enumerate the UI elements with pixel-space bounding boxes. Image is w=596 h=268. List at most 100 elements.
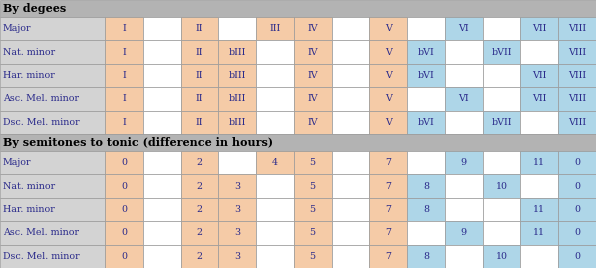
Bar (143, 174, 181, 198)
Text: 0: 0 (121, 182, 127, 191)
Text: 5: 5 (310, 252, 316, 261)
Bar (520, 221, 558, 245)
Text: Har. minor: Har. minor (3, 205, 55, 214)
Text: IV: IV (308, 94, 318, 103)
Text: IV: IV (308, 71, 318, 80)
Bar (558, 221, 596, 245)
Bar (256, 245, 294, 268)
Text: 11: 11 (533, 228, 545, 237)
Bar (370, 221, 407, 245)
Bar (181, 111, 218, 134)
Text: 2: 2 (197, 252, 203, 261)
Bar (181, 87, 218, 111)
Bar (331, 17, 370, 40)
Bar (558, 151, 596, 174)
Bar (181, 40, 218, 64)
Text: IV: IV (308, 48, 318, 57)
Bar (0, 198, 105, 221)
Text: bVI: bVI (418, 71, 434, 80)
Bar (483, 245, 520, 268)
Text: 10: 10 (496, 252, 508, 261)
Bar (0, 151, 105, 174)
Text: V: V (385, 94, 392, 103)
Bar (483, 221, 520, 245)
Bar (294, 245, 331, 268)
Bar (143, 40, 181, 64)
Bar (407, 221, 445, 245)
Bar (520, 17, 558, 40)
Text: I: I (122, 118, 126, 127)
Text: 2: 2 (197, 205, 203, 214)
Bar (558, 198, 596, 221)
Bar (445, 40, 483, 64)
Text: 7: 7 (385, 205, 391, 214)
Bar (0, 40, 105, 64)
Bar (181, 221, 218, 245)
Bar (105, 111, 143, 134)
Bar (445, 198, 483, 221)
Text: I: I (122, 24, 126, 33)
Bar (294, 17, 331, 40)
Text: 7: 7 (385, 158, 391, 167)
Bar (0, 174, 105, 198)
Bar (331, 198, 370, 221)
Bar (520, 40, 558, 64)
Bar (558, 64, 596, 87)
Bar (105, 64, 143, 87)
Bar (181, 64, 218, 87)
Text: VIII: VIII (568, 48, 586, 57)
Bar (105, 174, 143, 198)
Text: V: V (385, 71, 392, 80)
Bar (294, 87, 331, 111)
Bar (483, 151, 520, 174)
Bar (483, 40, 520, 64)
Text: bIII: bIII (228, 118, 246, 127)
Bar (256, 111, 294, 134)
Text: 0: 0 (574, 228, 580, 237)
Bar (520, 245, 558, 268)
Bar (0, 245, 105, 268)
Text: II: II (195, 24, 203, 33)
Bar (143, 17, 181, 40)
Text: V: V (385, 118, 392, 127)
Text: 0: 0 (574, 252, 580, 261)
Bar (181, 174, 218, 198)
Text: VI: VI (458, 94, 469, 103)
Bar (331, 221, 370, 245)
Bar (218, 87, 256, 111)
Bar (256, 87, 294, 111)
Bar (294, 111, 331, 134)
Bar (407, 198, 445, 221)
Text: bIII: bIII (228, 48, 246, 57)
Text: 0: 0 (121, 205, 127, 214)
Bar (483, 17, 520, 40)
Bar (0, 221, 105, 245)
Bar (407, 87, 445, 111)
Text: 0: 0 (574, 182, 580, 191)
Text: Nat. minor: Nat. minor (3, 48, 55, 57)
Text: IV: IV (308, 118, 318, 127)
Bar (483, 174, 520, 198)
Bar (331, 245, 370, 268)
Text: VII: VII (532, 94, 547, 103)
Bar (256, 221, 294, 245)
Bar (218, 198, 256, 221)
Text: II: II (195, 71, 203, 80)
Bar (0, 17, 105, 40)
Bar (331, 64, 370, 87)
Bar (105, 40, 143, 64)
Text: 9: 9 (461, 158, 467, 167)
Bar (218, 245, 256, 268)
Text: 0: 0 (121, 252, 127, 261)
Bar (256, 198, 294, 221)
Bar (218, 40, 256, 64)
Text: VII: VII (532, 71, 547, 80)
Bar (218, 111, 256, 134)
Bar (256, 174, 294, 198)
Bar (143, 221, 181, 245)
Bar (181, 245, 218, 268)
Bar (407, 111, 445, 134)
Text: bVI: bVI (418, 118, 434, 127)
Bar (256, 151, 294, 174)
Bar (558, 111, 596, 134)
